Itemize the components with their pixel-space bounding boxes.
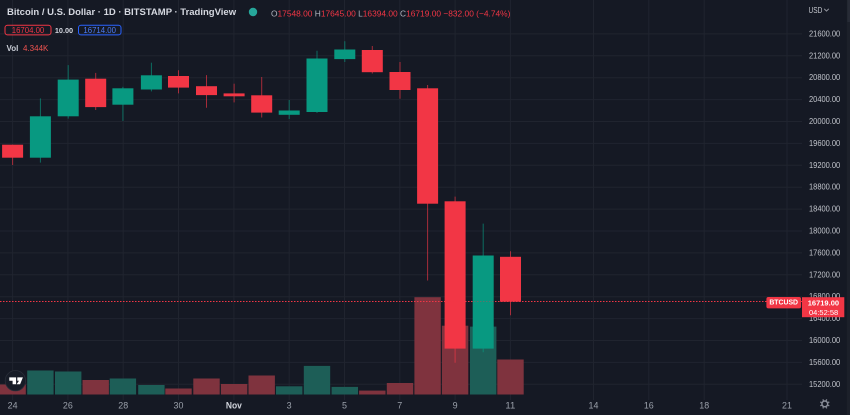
- svg-text:18800.00: 18800.00: [809, 183, 841, 192]
- svg-text:18000.00: 18000.00: [809, 227, 841, 236]
- svg-text:5: 5: [342, 401, 347, 411]
- svg-text:16800.00: 16800.00: [809, 292, 841, 301]
- svg-text:Nov: Nov: [226, 401, 242, 411]
- svg-text:Vol: Vol: [7, 44, 19, 53]
- svg-text:20000.00: 20000.00: [809, 117, 841, 126]
- svg-text:19200.00: 19200.00: [809, 161, 841, 170]
- svg-text:Bitcoin / U.S. Dollar · 1D · B: Bitcoin / U.S. Dollar · 1D · BITSTAMP · …: [7, 7, 237, 18]
- svg-text:16714.00: 16714.00: [83, 26, 116, 35]
- svg-text:O17548.00 H17645.00 L16394.00: O17548.00 H17645.00 L16394.00 C16719.00 …: [271, 9, 511, 19]
- svg-text:19600.00: 19600.00: [809, 139, 841, 148]
- svg-text:16400.00: 16400.00: [809, 314, 841, 323]
- svg-text:21600.00: 21600.00: [809, 29, 841, 38]
- svg-text:15600.00: 15600.00: [809, 358, 841, 367]
- svg-text:7: 7: [397, 401, 402, 411]
- svg-text:20400.00: 20400.00: [809, 95, 841, 104]
- svg-text:9: 9: [453, 401, 458, 411]
- svg-text:20800.00: 20800.00: [809, 73, 841, 82]
- svg-text:4.344K: 4.344K: [23, 44, 49, 53]
- svg-text:USD: USD: [809, 5, 823, 15]
- svg-text:3: 3: [287, 401, 292, 411]
- svg-text:17200.00: 17200.00: [809, 270, 841, 279]
- svg-text:BTCUSD: BTCUSD: [769, 299, 798, 306]
- svg-text:21: 21: [782, 401, 792, 411]
- svg-text:18400.00: 18400.00: [809, 205, 841, 214]
- svg-text:14: 14: [589, 401, 599, 411]
- svg-text:04:52:58: 04:52:58: [809, 308, 838, 317]
- svg-text:21200.00: 21200.00: [809, 51, 841, 60]
- svg-text:16719.00: 16719.00: [808, 299, 839, 308]
- svg-text:17600.00: 17600.00: [809, 248, 841, 257]
- svg-text:16000.00: 16000.00: [809, 336, 841, 345]
- svg-text:18: 18: [699, 401, 709, 411]
- svg-text:11: 11: [505, 401, 515, 411]
- svg-text:28: 28: [118, 401, 128, 411]
- svg-text:24: 24: [8, 401, 18, 411]
- svg-text:15200.00: 15200.00: [809, 380, 841, 389]
- svg-text:26: 26: [63, 401, 73, 411]
- svg-text:10.00: 10.00: [55, 26, 73, 35]
- svg-text:30: 30: [174, 401, 184, 411]
- svg-text:16: 16: [644, 401, 654, 411]
- svg-text:16704.00: 16704.00: [12, 26, 45, 35]
